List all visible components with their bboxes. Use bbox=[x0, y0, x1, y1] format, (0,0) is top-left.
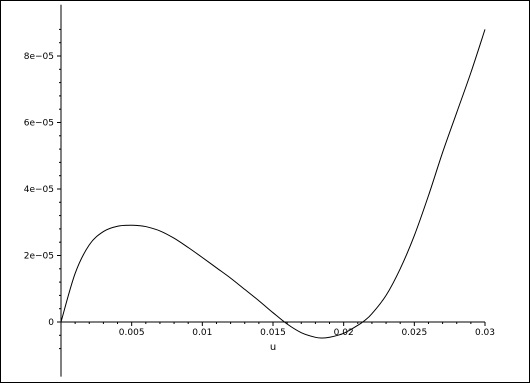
x-axis-label: u bbox=[270, 342, 276, 353]
y-tick-label: 6e−05 bbox=[24, 119, 54, 129]
x-tick-label: 0.03 bbox=[475, 328, 495, 338]
y-tick-label: 8e−05 bbox=[24, 52, 54, 62]
y-tick-label: 0 bbox=[48, 318, 54, 328]
x-tick-label: 0.015 bbox=[260, 328, 286, 338]
series-line bbox=[60, 29, 486, 339]
x-tick-label: 0.005 bbox=[119, 328, 145, 338]
curve-group bbox=[60, 29, 486, 339]
y-tick-label: 2e−05 bbox=[24, 252, 54, 262]
axes bbox=[60, 4, 485, 377]
y-tick-label: 4e−05 bbox=[24, 185, 54, 195]
x-tick-label: 0.025 bbox=[401, 328, 427, 338]
x-tick-label: 0.01 bbox=[192, 328, 212, 338]
